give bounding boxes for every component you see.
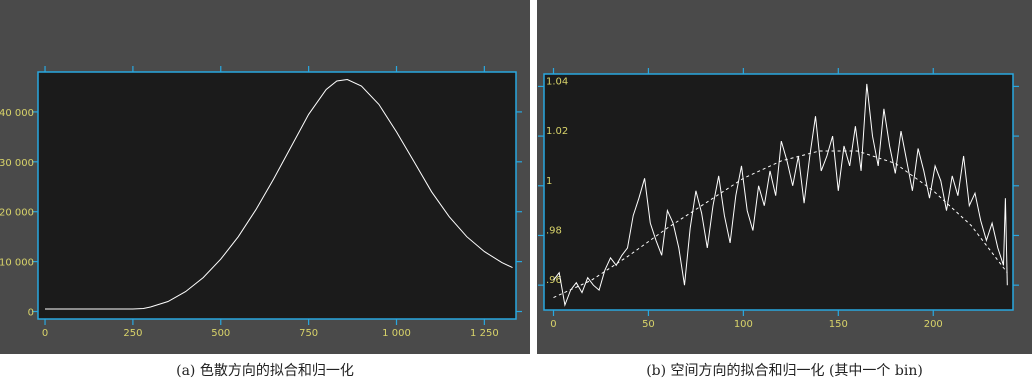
y-tick-label: 20 000 xyxy=(0,208,34,219)
y-tick-label: 10 000 xyxy=(0,258,34,269)
x-tick-label: 500 xyxy=(211,328,230,339)
x-tick-label: 0 xyxy=(42,328,48,339)
x-tick-label: 0 xyxy=(550,319,556,330)
y-tick-label: 1.02 xyxy=(546,126,568,137)
x-tick-label: 200 xyxy=(924,319,943,330)
x-tick-label: 100 xyxy=(734,319,753,330)
x-tick-label: 50 xyxy=(642,319,655,330)
data-line xyxy=(45,78,513,310)
x-tick-label: 1 250 xyxy=(470,328,499,339)
fit-curve-dashed xyxy=(553,150,1008,299)
y-tick-label: .98 xyxy=(546,225,562,236)
plot-area xyxy=(37,71,517,320)
y-tick-label: 0 xyxy=(28,308,34,319)
chart-panel-spatial: 0 50 100 150 200 .96 .98 1 1.02 1.04 xyxy=(537,0,1032,354)
x-tick-label: 150 xyxy=(829,319,848,330)
y-tick-label: .96 xyxy=(546,275,562,286)
x-tick-label: 250 xyxy=(123,328,142,339)
y-tick-label: 1 xyxy=(546,176,552,187)
chart-dispersion-fit: 0 250 500 750 1 000 1 250 0 10 000 20 000 30 000 4… xyxy=(0,66,522,339)
y-tick-label: 40 000 xyxy=(0,108,34,119)
chart-spatial-fit: 0 50 100 150 200 .96 .98 1 1.02 1.04 xyxy=(538,68,1019,330)
y-tick-label: 1.04 xyxy=(546,76,568,87)
caption-spatial: (b) 空间方向的拟合和归一化 (其中一个 bin) xyxy=(646,363,923,379)
data-line xyxy=(553,83,1008,307)
x-tick-label: 1 000 xyxy=(382,328,411,339)
x-tick-label: 750 xyxy=(299,328,318,339)
caption-dispersion: (a) 色散方向的拟合和归一化 xyxy=(176,363,354,379)
chart-panel-dispersion: 0 250 500 750 1 000 1 250 0 10 000 20 000 30 000 4… xyxy=(0,0,530,354)
y-tick-label: 30 000 xyxy=(0,158,34,169)
